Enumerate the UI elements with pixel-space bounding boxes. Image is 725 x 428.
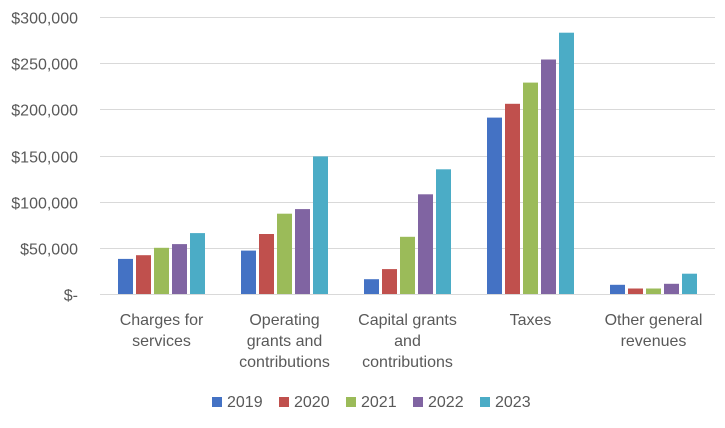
bar-2022	[541, 59, 556, 294]
bar-2022	[295, 209, 310, 294]
bar-2023	[313, 156, 328, 294]
y-tick-label: $150,000	[11, 150, 78, 167]
y-tick-label: $50,000	[20, 242, 78, 259]
y-tick-label: $100,000	[11, 196, 78, 213]
y-tick-label: $250,000	[11, 57, 78, 74]
bar-2023	[190, 233, 205, 294]
y-tick-label: $-	[64, 288, 78, 305]
x-category-label: Operating grants and contributions	[239, 312, 330, 371]
legend: 2019 2020 2021 2022 2023	[212, 394, 531, 411]
bar-2020	[259, 234, 274, 294]
bar-2022	[664, 283, 679, 294]
bar-2019	[487, 117, 502, 294]
bar-2023	[559, 32, 574, 294]
bar-2023	[436, 169, 451, 294]
bar-2019	[118, 258, 133, 294]
bar-2021	[154, 247, 169, 294]
legend-label-2019: 2019	[227, 394, 263, 411]
x-category-label: Capital grants and contributions	[358, 312, 457, 371]
y-tick-label: $200,000	[11, 103, 78, 120]
legend-label-2021: 2021	[361, 394, 397, 411]
axes: $- $50,000 $100,000 $150,000 $200,000 $250,00…	[11, 11, 715, 371]
bar-2019	[610, 284, 625, 294]
bar-2021	[523, 82, 538, 294]
bar-2021	[400, 236, 415, 294]
bar-2023	[682, 273, 697, 294]
bar-2019	[364, 279, 379, 294]
legend-label-2022: 2022	[428, 394, 464, 411]
gridlines	[100, 17, 715, 249]
legend-swatch-2022	[413, 397, 423, 407]
legend-swatch-2020	[279, 397, 289, 407]
legend-swatch-2021	[346, 397, 356, 407]
legend-swatch-2023	[480, 397, 490, 407]
bars	[118, 32, 697, 294]
bar-2020	[505, 103, 520, 294]
legend-label-2020: 2020	[294, 394, 330, 411]
x-category-label: Taxes	[510, 312, 552, 329]
bar-2020	[382, 269, 397, 294]
bar-2022	[172, 244, 187, 294]
x-category-label: Charges for services	[120, 312, 204, 350]
bar-2021	[277, 213, 292, 294]
y-tick-label: $300,000	[11, 11, 78, 28]
legend-label-2023: 2023	[495, 394, 531, 411]
bar-2021	[646, 288, 661, 294]
bar-2019	[241, 250, 256, 294]
x-category-label: Other general revenues	[605, 312, 703, 350]
bar-2020	[136, 255, 151, 294]
bar-2020	[628, 288, 643, 294]
legend-swatch-2019	[212, 397, 222, 407]
bar-2022	[418, 194, 433, 294]
